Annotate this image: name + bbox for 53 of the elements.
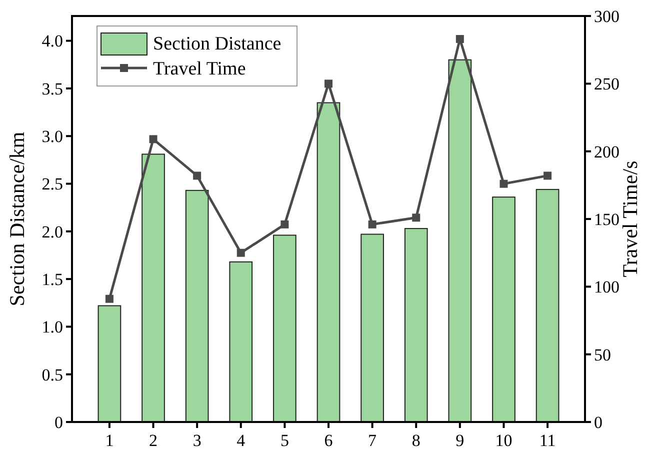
y2-tick-label: 250 (594, 74, 620, 94)
y2-tick-label: 300 (594, 6, 620, 26)
y2-axis-title: Travel Time/s (618, 160, 642, 278)
x-tick-label: 10 (495, 431, 512, 450)
bar (229, 261, 253, 422)
legend-label: Section Distance (153, 34, 282, 55)
y-tick-label: 3.5 (42, 79, 63, 98)
y-tick-label: 0.5 (42, 365, 63, 384)
x-tick-label: 1 (105, 431, 114, 450)
y-tick-label: 4.0 (42, 32, 63, 51)
y-tick-label: 2.0 (42, 222, 63, 242)
y2-tick-label: 150 (594, 210, 620, 229)
bar (404, 228, 428, 422)
y-tick-label: 2.5 (42, 174, 63, 194)
point (105, 294, 114, 303)
bar (142, 154, 165, 422)
point (193, 172, 202, 180)
point (500, 180, 508, 188)
x-tick-label: 7 (368, 431, 378, 450)
bar (448, 59, 472, 422)
point (280, 220, 289, 228)
x-tick-label: 2 (149, 431, 158, 450)
bar (273, 234, 296, 422)
bar (492, 196, 516, 422)
bar (185, 190, 209, 422)
x-tick-label: 11 (539, 431, 556, 450)
x-tick-label: 6 (324, 431, 333, 450)
x-tick-label: 3 (192, 431, 202, 450)
point (368, 220, 376, 228)
point (412, 214, 420, 222)
y-tick-label: 1.5 (42, 270, 63, 289)
point (149, 135, 158, 144)
bar (360, 234, 384, 422)
x-tick-label: 4 (236, 431, 246, 450)
point (544, 172, 552, 180)
bar (536, 188, 560, 422)
y2-tick-label: 50 (594, 345, 611, 364)
x-tick-label: 9 (456, 431, 464, 450)
y2-tick-label: 0 (594, 412, 602, 432)
y-axis-title: Section Distance/km (5, 132, 29, 306)
y-tick-label: 3.0 (42, 127, 63, 146)
bar (316, 102, 340, 422)
point (236, 248, 245, 257)
bar (98, 305, 122, 422)
y2-tick-label: 200 (594, 142, 620, 162)
y-tick-label: 0 (54, 412, 63, 432)
point (324, 80, 332, 88)
legend-label: Travel Time (153, 58, 246, 80)
x-tick-label: 5 (280, 431, 289, 450)
y-tick-label: 1.0 (42, 318, 63, 337)
x-tick-label: 8 (412, 431, 420, 450)
y2-tick-label: 100 (594, 278, 620, 297)
point (456, 35, 464, 44)
